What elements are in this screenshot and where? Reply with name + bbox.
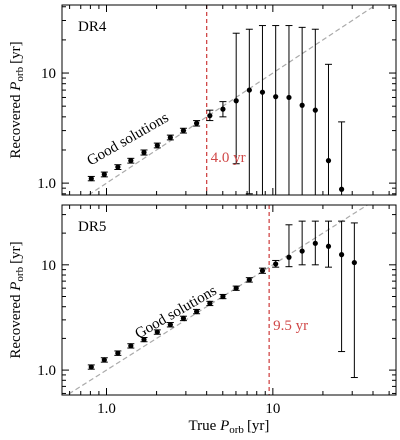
data-point xyxy=(101,357,107,363)
data-point xyxy=(233,98,239,104)
axis-label-unit: [yr] xyxy=(8,241,24,264)
axis-label: Recovered Porb [yr] xyxy=(8,241,26,358)
data-point xyxy=(88,364,94,370)
data-point xyxy=(207,300,213,307)
data-point xyxy=(286,254,292,260)
data-point xyxy=(207,113,213,119)
axis-label-prefix: True xyxy=(189,418,217,434)
axis-label-symbol: P xyxy=(8,282,24,292)
axis-label-prefix: Recovered xyxy=(8,294,24,359)
threshold-label: 9.5 yr xyxy=(273,318,308,334)
data-point xyxy=(338,186,345,192)
data-point xyxy=(273,261,279,267)
data-point xyxy=(246,87,252,93)
data-point xyxy=(180,315,187,321)
data-point xyxy=(338,252,345,258)
data-point xyxy=(193,120,200,126)
data-point xyxy=(154,142,160,149)
data-point xyxy=(167,322,173,328)
axis-label-prefix: Recovered xyxy=(8,94,24,159)
axis-label-subscript: orb xyxy=(14,66,26,81)
data-point xyxy=(220,293,226,300)
data-point xyxy=(128,158,134,164)
panel-label: DR5 xyxy=(78,219,106,235)
data-point xyxy=(233,285,239,291)
y-tick-label: 1.0 xyxy=(37,176,56,192)
data-point xyxy=(154,329,160,335)
data-point xyxy=(312,240,318,246)
data-point xyxy=(141,149,147,156)
axis-label: True Porb [yr] xyxy=(189,418,270,436)
axis-label-subscript: orb xyxy=(229,424,244,436)
data-point xyxy=(115,164,121,170)
data-point xyxy=(246,277,252,283)
data-point xyxy=(259,268,266,274)
threshold-label: 4.0 yr xyxy=(211,150,246,166)
panel-label: DR4 xyxy=(78,19,107,35)
x-tick-label: 10 xyxy=(265,401,280,417)
plot-area xyxy=(66,205,369,395)
data-point xyxy=(141,336,147,343)
reference-line xyxy=(66,205,369,395)
data-point xyxy=(299,102,305,108)
y-tick-label: 10 xyxy=(41,66,56,82)
reference-line xyxy=(87,5,377,195)
x-tick-label: 1.0 xyxy=(97,401,116,417)
annotation: Good solutions xyxy=(132,283,219,343)
axis-label-unit: [yr] xyxy=(247,418,270,434)
data-point xyxy=(193,308,200,315)
axis-label-unit: [yr] xyxy=(8,41,24,64)
y-tick-label: 1.0 xyxy=(37,363,56,379)
axis-label-symbol: P xyxy=(8,82,24,92)
data-point xyxy=(180,127,187,134)
data-point xyxy=(312,107,318,113)
annotation: Good solutions xyxy=(84,110,171,170)
data-point xyxy=(325,243,332,249)
data-point xyxy=(325,158,332,164)
axes-frame xyxy=(61,4,397,196)
data-point xyxy=(259,89,266,95)
data-point xyxy=(351,259,357,266)
y-tick-label: 10 xyxy=(41,258,56,274)
axis-label-subscript: orb xyxy=(14,266,26,281)
data-point xyxy=(101,171,107,178)
data-point xyxy=(88,175,94,182)
axis-label: Recovered Porb [yr] xyxy=(8,41,26,158)
data-point xyxy=(299,248,305,254)
plot-area xyxy=(87,5,377,195)
data-point xyxy=(286,94,292,101)
data-point xyxy=(167,134,173,141)
data-point xyxy=(128,343,134,349)
axis-label-symbol: P xyxy=(219,418,229,434)
axes-frame xyxy=(61,204,397,396)
data-point xyxy=(273,94,279,100)
data-point xyxy=(220,106,226,112)
data-point xyxy=(115,350,121,356)
